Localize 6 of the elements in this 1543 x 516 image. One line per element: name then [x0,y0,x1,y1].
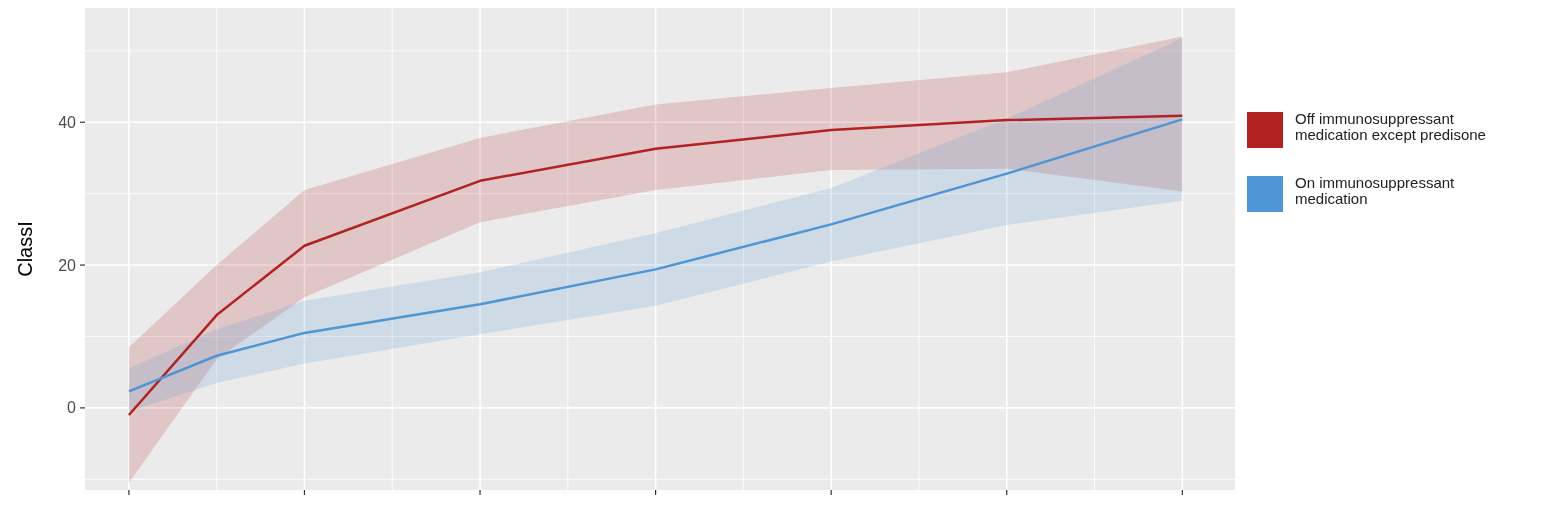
y-axis-title: ClassI [14,221,36,277]
y-tick-label: 0 [67,399,77,417]
legend-label: On immunosuppressant medication [1295,174,1456,207]
legend-label: Off immunosuppressant medication except predisone [1295,110,1486,143]
y-tick-label: 20 [58,256,77,274]
y-tick-label: 40 [58,113,77,131]
